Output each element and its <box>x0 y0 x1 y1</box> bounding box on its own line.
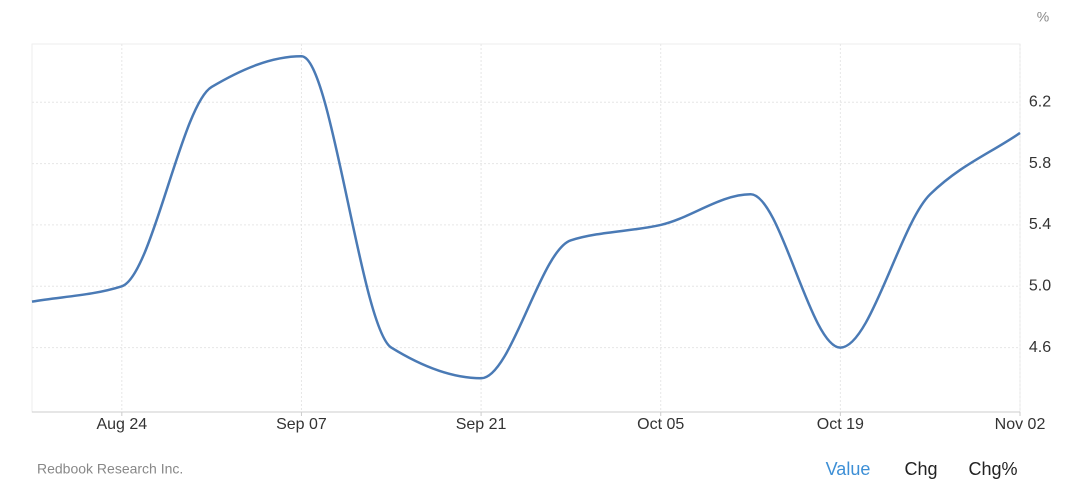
tab[interactable]: Value <box>826 459 871 479</box>
x-tick-label: Oct 19 <box>817 416 864 433</box>
x-tick-label: Oct 05 <box>637 416 684 433</box>
x-tick-label: Nov 02 <box>995 416 1046 433</box>
tab[interactable]: Chg <box>904 459 937 479</box>
y-tick-label: 5.0 <box>1029 277 1051 294</box>
line <box>31 55 1021 380</box>
x-tick-label: Sep 21 <box>456 416 507 433</box>
source: Redbook Research Inc. <box>37 461 183 477</box>
y-tick-label: 5.8 <box>1029 155 1051 172</box>
y-unit: % <box>1037 9 1049 25</box>
y-tick-label: 5.4 <box>1029 216 1051 233</box>
tab[interactable]: Chg% <box>968 459 1017 479</box>
y-tick-label: 6.2 <box>1029 93 1051 110</box>
x-tick-label: Sep 07 <box>276 416 327 433</box>
plot-area <box>31 43 1021 413</box>
x-tick-label: Aug 24 <box>96 416 147 433</box>
y-tick-label: 4.6 <box>1029 339 1051 356</box>
